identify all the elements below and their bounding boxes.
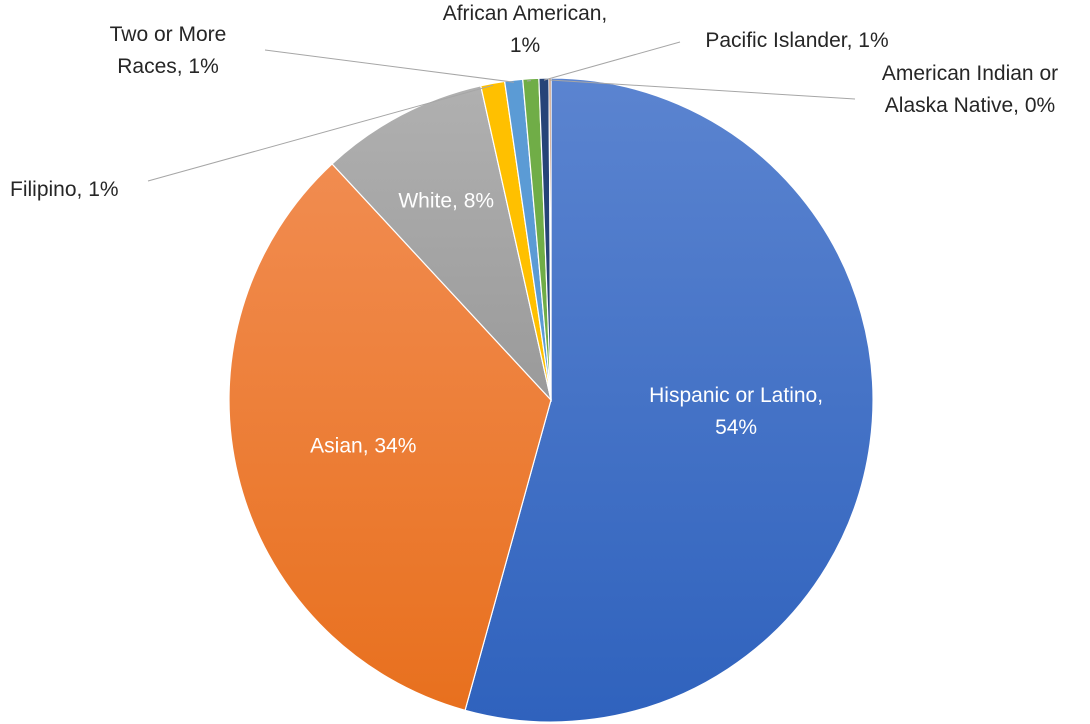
data-label-american-indian-or-alaska-native: American Indian or Alaska Native, 0% — [882, 62, 1058, 117]
pie-slice-white — [331, 85, 553, 403]
data-label-african-american: African American, 1% — [443, 2, 608, 57]
data-label-pacific-islander: Pacific Islander, 1% — [705, 29, 888, 52]
leader-lines — [147, 41, 856, 182]
data-label-asian: Asian, 34% — [310, 435, 416, 458]
data-label-two-or-more-races: Two or More Races, 1% — [110, 23, 227, 78]
data-label-white: White, 8% — [398, 190, 494, 213]
leader-line-american-indian-or-alaska-native — [549, 79, 856, 100]
leader-line-pacific-islander — [543, 41, 681, 81]
data-label-filipino: Filipino, 1% — [10, 178, 119, 201]
pie-slice-hispanic-or-latino — [464, 77, 874, 723]
leader-line-filipino — [147, 84, 494, 182]
data-label-hispanic-or-latino: Hispanic or Latino, 54% — [649, 384, 823, 439]
leader-line-two-or-more-races — [264, 49, 514, 83]
pie-slice-asian — [228, 163, 552, 712]
pie-slices — [228, 77, 874, 723]
data-labels: Hispanic or Latino, 54% Asian, 34% White, 8… — [10, 2, 1058, 458]
